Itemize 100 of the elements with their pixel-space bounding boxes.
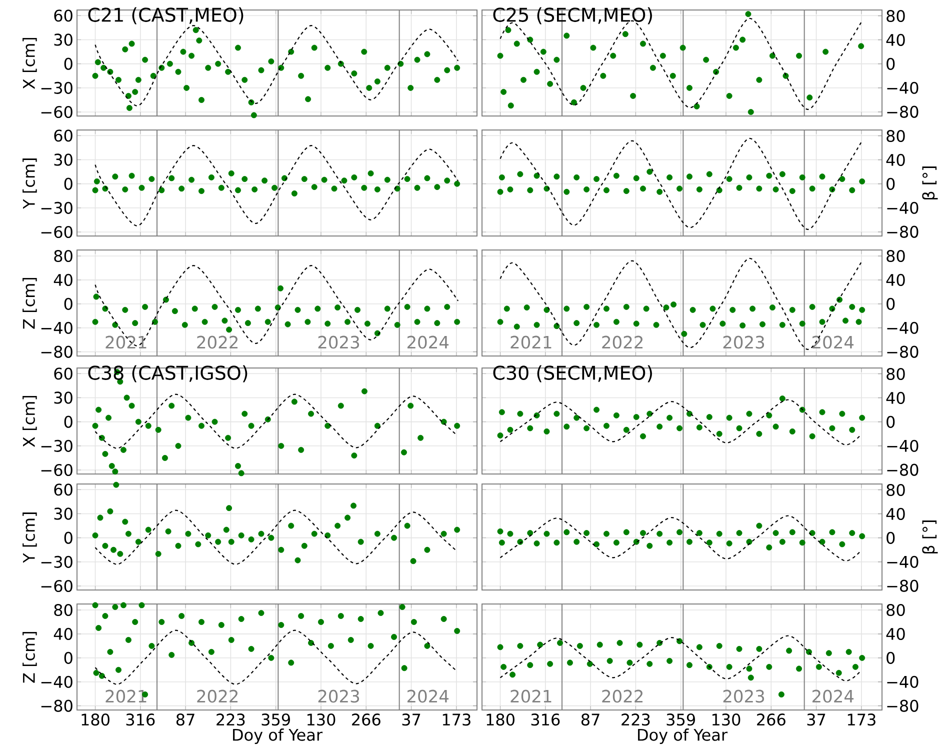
x-tick-label: 173 — [848, 714, 876, 726]
y-tick-label: −30 — [41, 556, 72, 568]
y2-tick-label: 40 — [886, 392, 905, 404]
y-tick-label: −40 — [41, 322, 72, 334]
y2-tick-label: 40 — [886, 34, 905, 46]
chart-title: C25 (SECM,MEO) — [493, 7, 652, 24]
annotation: 2023 — [723, 690, 764, 703]
y2-tick-label: −80 — [887, 346, 918, 358]
y-tick-label: 40 — [54, 628, 72, 640]
x-tick-label: 266 — [352, 714, 380, 726]
x-tick-label: 130 — [712, 714, 740, 726]
x-tick-label: 316 — [531, 714, 560, 726]
y-tick-label: 0 — [64, 298, 72, 310]
y-tick-label: 60 — [54, 130, 72, 142]
y2-tick-label: −40 — [887, 676, 918, 688]
x-tick-label: 359 — [262, 714, 290, 726]
y-tick-label: 80 — [54, 250, 72, 262]
x-tick-label: 316 — [126, 714, 155, 726]
chart-title: C30 (SECM,MEO) — [493, 365, 652, 382]
y2-tick-label: −40 — [887, 440, 918, 452]
annotation: 2021 — [106, 690, 146, 703]
y-tick-label: 60 — [54, 368, 72, 380]
y2-tick-label: −80 — [887, 106, 918, 118]
y2-tick-label: 40 — [886, 154, 905, 166]
x-tick-label: 37 — [807, 714, 826, 726]
y2-tick-label: 40 — [886, 628, 905, 640]
x-tick-label: 37 — [402, 714, 420, 726]
y2-tick-label: 40 — [886, 508, 905, 520]
x-tick-label: 87 — [176, 714, 194, 726]
y2-tick-label: 80 — [886, 130, 905, 142]
y2-tick-label: −80 — [887, 700, 918, 712]
chart-title: C21 (CAST,MEO) — [88, 7, 244, 24]
y-tick-label: 80 — [54, 604, 72, 616]
y2-tick-label: 80 — [886, 604, 905, 616]
y-tick-label: −60 — [41, 464, 72, 476]
y-tick-label: −60 — [41, 226, 72, 238]
y-axis-title: Z [cm] — [22, 632, 37, 683]
annotation: 2023 — [318, 690, 360, 703]
y-axis-title: Y [cm] — [22, 158, 37, 209]
y-tick-label: 0 — [64, 652, 72, 664]
annotation: 2024 — [407, 336, 449, 349]
y2-tick-label: 0 — [886, 416, 895, 428]
y-tick-label: −80 — [41, 700, 72, 712]
y-tick-label: 0 — [64, 416, 72, 428]
annotation: 2024 — [407, 690, 449, 703]
annotation: 2024 — [812, 690, 854, 703]
y-tick-label: 0 — [64, 532, 72, 544]
y2-tick-label: −40 — [887, 556, 918, 568]
y2-tick-label: −40 — [887, 202, 918, 214]
y2-tick-label: 0 — [886, 652, 895, 664]
annotation: 2022 — [197, 336, 238, 349]
y-tick-label: −30 — [41, 82, 72, 94]
annotation: 2023 — [723, 336, 764, 349]
x-tick-label: 180 — [486, 714, 514, 726]
x-tick-label: 223 — [216, 714, 245, 726]
y-tick-label: −60 — [41, 580, 72, 592]
annotation: 2022 — [197, 690, 238, 703]
y2-axis-title: β [°] — [922, 166, 938, 200]
y-tick-label: 30 — [54, 508, 72, 520]
y-tick-label: 30 — [54, 154, 72, 166]
x-tick-label: 359 — [666, 714, 695, 726]
y-axis-title: Y [cm] — [22, 512, 37, 563]
y2-tick-label: −80 — [887, 580, 918, 592]
y-tick-label: −30 — [41, 440, 72, 452]
y-tick-label: 0 — [64, 178, 72, 190]
annotation: 2023 — [318, 336, 360, 349]
y-axis-title: X [cm] — [22, 38, 37, 89]
y-tick-label: −80 — [41, 346, 72, 358]
y-tick-label: −60 — [41, 106, 72, 118]
y-axis-title: X [cm] — [22, 396, 37, 447]
y2-tick-label: 80 — [886, 368, 905, 380]
y-tick-label: 30 — [54, 34, 72, 46]
y2-tick-label: 80 — [886, 10, 905, 22]
x-tick-label: 180 — [82, 714, 110, 726]
chart-title: C38 (CAST,IGSO) — [88, 365, 248, 382]
y2-tick-label: 0 — [886, 298, 895, 310]
x-tick-label: 266 — [757, 714, 786, 726]
y2-tick-label: 0 — [886, 178, 895, 190]
y2-axis-title: β [°] — [922, 520, 938, 554]
y2-tick-label: 40 — [886, 274, 905, 286]
y2-tick-label: 80 — [886, 250, 905, 262]
y-axis-title: Z [cm] — [22, 278, 37, 329]
x-tick-label: 87 — [581, 714, 600, 726]
y2-tick-label: 0 — [886, 58, 895, 70]
y-tick-label: 0 — [64, 58, 72, 70]
y2-tick-label: 80 — [886, 484, 905, 496]
annotation: 2022 — [602, 336, 642, 349]
y2-tick-label: −40 — [887, 82, 918, 94]
x-tick-label: 173 — [442, 714, 470, 726]
x-tick-label: 130 — [307, 714, 336, 726]
y-tick-label: 40 — [54, 274, 72, 286]
x-axis-title: Doy of Year — [638, 728, 728, 744]
annotation: 2021 — [510, 336, 552, 349]
y-tick-label: −30 — [41, 202, 72, 214]
y2-tick-label: 0 — [886, 532, 895, 544]
x-tick-label: 223 — [622, 714, 650, 726]
annotation: 2021 — [510, 690, 552, 703]
annotation: 2022 — [602, 690, 642, 703]
y2-tick-label: −80 — [887, 464, 918, 476]
y-tick-label: 60 — [54, 10, 72, 22]
